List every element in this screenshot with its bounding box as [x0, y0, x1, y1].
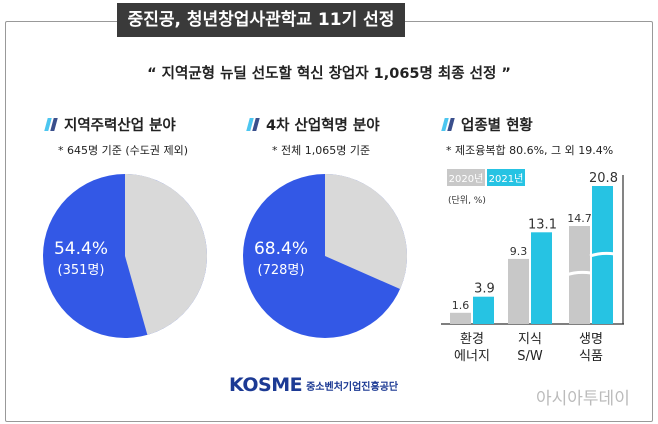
bar-2020년 [450, 312, 471, 324]
pie-value-label: 68.4% [254, 239, 308, 259]
category-label: 식품 [579, 349, 603, 364]
note-4th: * 전체 1,065명 기준 [272, 144, 371, 157]
logo-brand: KOSME [229, 374, 303, 396]
heading-text: 4차 산업혁명 분야 [266, 118, 380, 134]
bar-2021년 [592, 186, 613, 324]
section-heading-4th: 4차 산업혁명 분야 [246, 114, 380, 135]
bar-2020년 [508, 258, 529, 324]
category-label: 에너지 [454, 349, 490, 364]
page-title: 중진공, 청년창업사관학교 11기 선정 결과 [117, 3, 405, 64]
bar-2021년 [531, 232, 552, 324]
pie-count-label: (728명) [258, 263, 305, 278]
heading-text: 업종별 현황 [461, 118, 533, 134]
legend-label: 2020년 [449, 173, 484, 185]
category-label: 생명 [579, 332, 603, 347]
category-label: 지식 [518, 332, 542, 347]
axis-break-mark [589, 251, 616, 258]
watermark: 아시아투데이 [536, 389, 630, 409]
bar-value-label: 20.8 [589, 171, 618, 186]
legend-label: 2021년 [489, 173, 524, 185]
bar-2020년 [569, 226, 590, 324]
logo-org: 중소벤처기업진흥공단 [306, 381, 399, 393]
bar-value-label: 3.9 [474, 282, 495, 297]
bar-2021년 [473, 296, 494, 324]
bar-value-label: 14.7 [567, 212, 592, 225]
bar-value-label: 1.6 [452, 299, 470, 312]
bar-value-label: 9.3 [510, 245, 528, 258]
pie-value-label: 54.4% [54, 239, 108, 259]
section-heading-industry: 업종별 현황 [441, 114, 533, 135]
pie-count-label: (351명) [58, 263, 105, 278]
category-label: S/W [517, 349, 543, 364]
note-industry: * 제조융복합 80.6%, 그 외 19.4% [446, 144, 614, 157]
heading-text: 지역주력산업 분야 [64, 118, 176, 134]
pie-slice-other [325, 174, 407, 290]
note-regional: * 645명 기준 (수도권 제외) [58, 144, 189, 157]
legend-swatch [487, 169, 525, 186]
unit-label: (단위, %) [448, 195, 486, 206]
category-label: 환경 [460, 332, 484, 347]
pie-slice-other [125, 174, 207, 335]
kosme-logo: KOSME 중소벤처기업진흥공단 [229, 374, 398, 396]
bar-value-label: 13.1 [528, 217, 557, 232]
legend-swatch [447, 169, 485, 186]
section-heading-regional: 지역주력산업 분야 [44, 114, 176, 135]
subtitle: “ 지역균형 뉴딜 선도할 혁신 창업자 1,065명 최종 선정 ” [147, 66, 511, 82]
axis-break-mark [565, 270, 592, 277]
